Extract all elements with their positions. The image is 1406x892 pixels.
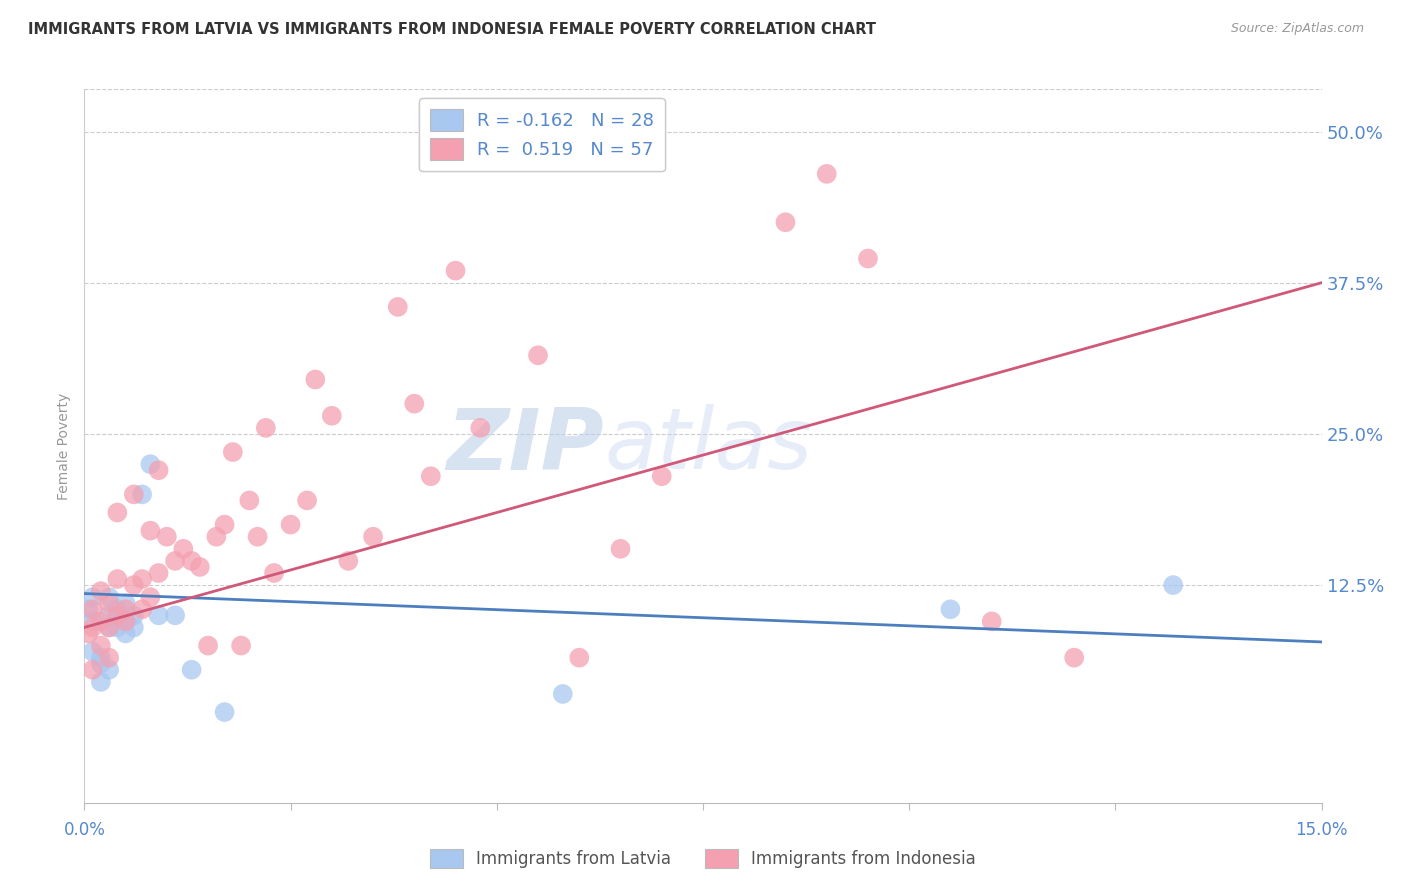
Point — [139, 524, 162, 538]
Point — [105, 572, 128, 586]
Point — [82, 620, 104, 634]
Point — [98, 596, 121, 610]
Point — [527, 348, 550, 362]
Point — [205, 530, 228, 544]
Point — [444, 263, 467, 277]
Point — [470, 421, 492, 435]
Point — [98, 650, 121, 665]
Point — [148, 463, 170, 477]
Point — [939, 602, 962, 616]
Point — [295, 493, 318, 508]
Point — [98, 620, 121, 634]
Point — [775, 215, 797, 229]
Point — [246, 530, 269, 544]
Point — [98, 663, 121, 677]
Point — [263, 566, 285, 580]
Point — [90, 674, 112, 689]
Text: Source: ZipAtlas.com: Source: ZipAtlas.com — [1230, 22, 1364, 36]
Point — [148, 608, 170, 623]
Point — [165, 554, 187, 568]
Point — [122, 487, 145, 501]
Point — [180, 554, 202, 568]
Point — [139, 590, 162, 604]
Point — [188, 560, 211, 574]
Point — [114, 626, 136, 640]
Point — [98, 608, 121, 623]
Point — [105, 602, 128, 616]
Point — [1063, 650, 1085, 665]
Point — [361, 530, 384, 544]
Text: atlas: atlas — [605, 404, 813, 488]
Point — [280, 517, 302, 532]
Point — [222, 445, 245, 459]
Point — [122, 620, 145, 634]
Point — [114, 615, 136, 629]
Point — [404, 397, 426, 411]
Point — [214, 705, 236, 719]
Point — [165, 608, 187, 623]
Point — [90, 615, 112, 629]
Point — [131, 487, 153, 501]
Point — [337, 554, 360, 568]
Point — [122, 578, 145, 592]
Point — [815, 167, 838, 181]
Point — [114, 615, 136, 629]
Point — [651, 469, 673, 483]
Legend: Immigrants from Latvia, Immigrants from Indonesia: Immigrants from Latvia, Immigrants from … — [423, 842, 983, 875]
Point — [114, 596, 136, 610]
Point — [856, 252, 879, 266]
Point — [131, 602, 153, 616]
Point — [114, 602, 136, 616]
Point — [82, 663, 104, 677]
Point — [609, 541, 631, 556]
Point — [82, 615, 104, 629]
Point — [105, 608, 128, 623]
Text: ZIP: ZIP — [446, 404, 605, 488]
Point — [139, 457, 162, 471]
Y-axis label: Female Poverty: Female Poverty — [58, 392, 72, 500]
Point — [1161, 578, 1184, 592]
Point — [98, 590, 121, 604]
Point — [90, 657, 112, 671]
Point — [77, 626, 100, 640]
Point — [551, 687, 574, 701]
Point — [180, 663, 202, 677]
Point — [90, 639, 112, 653]
Point — [98, 620, 121, 634]
Point — [254, 421, 277, 435]
Point — [105, 620, 128, 634]
Point — [321, 409, 343, 423]
Point — [229, 639, 252, 653]
Text: IMMIGRANTS FROM LATVIA VS IMMIGRANTS FROM INDONESIA FEMALE POVERTY CORRELATION C: IMMIGRANTS FROM LATVIA VS IMMIGRANTS FRO… — [28, 22, 876, 37]
Point — [304, 372, 326, 386]
Point — [82, 602, 104, 616]
Point — [197, 639, 219, 653]
Point — [172, 541, 194, 556]
Point — [105, 506, 128, 520]
Point — [90, 650, 112, 665]
Text: 15.0%: 15.0% — [1295, 821, 1348, 839]
Point — [387, 300, 409, 314]
Point — [156, 530, 179, 544]
Point — [131, 572, 153, 586]
Point — [214, 517, 236, 532]
Point — [90, 584, 112, 599]
Point — [980, 615, 1002, 629]
Point — [122, 608, 145, 623]
Point — [148, 566, 170, 580]
Point — [419, 469, 441, 483]
Text: 0.0%: 0.0% — [63, 821, 105, 839]
Point — [82, 645, 104, 659]
Point — [238, 493, 260, 508]
Point — [77, 602, 100, 616]
Point — [105, 608, 128, 623]
Point — [568, 650, 591, 665]
Legend: R = -0.162   N = 28, R =  0.519   N = 57: R = -0.162 N = 28, R = 0.519 N = 57 — [419, 98, 665, 171]
Point — [82, 590, 104, 604]
